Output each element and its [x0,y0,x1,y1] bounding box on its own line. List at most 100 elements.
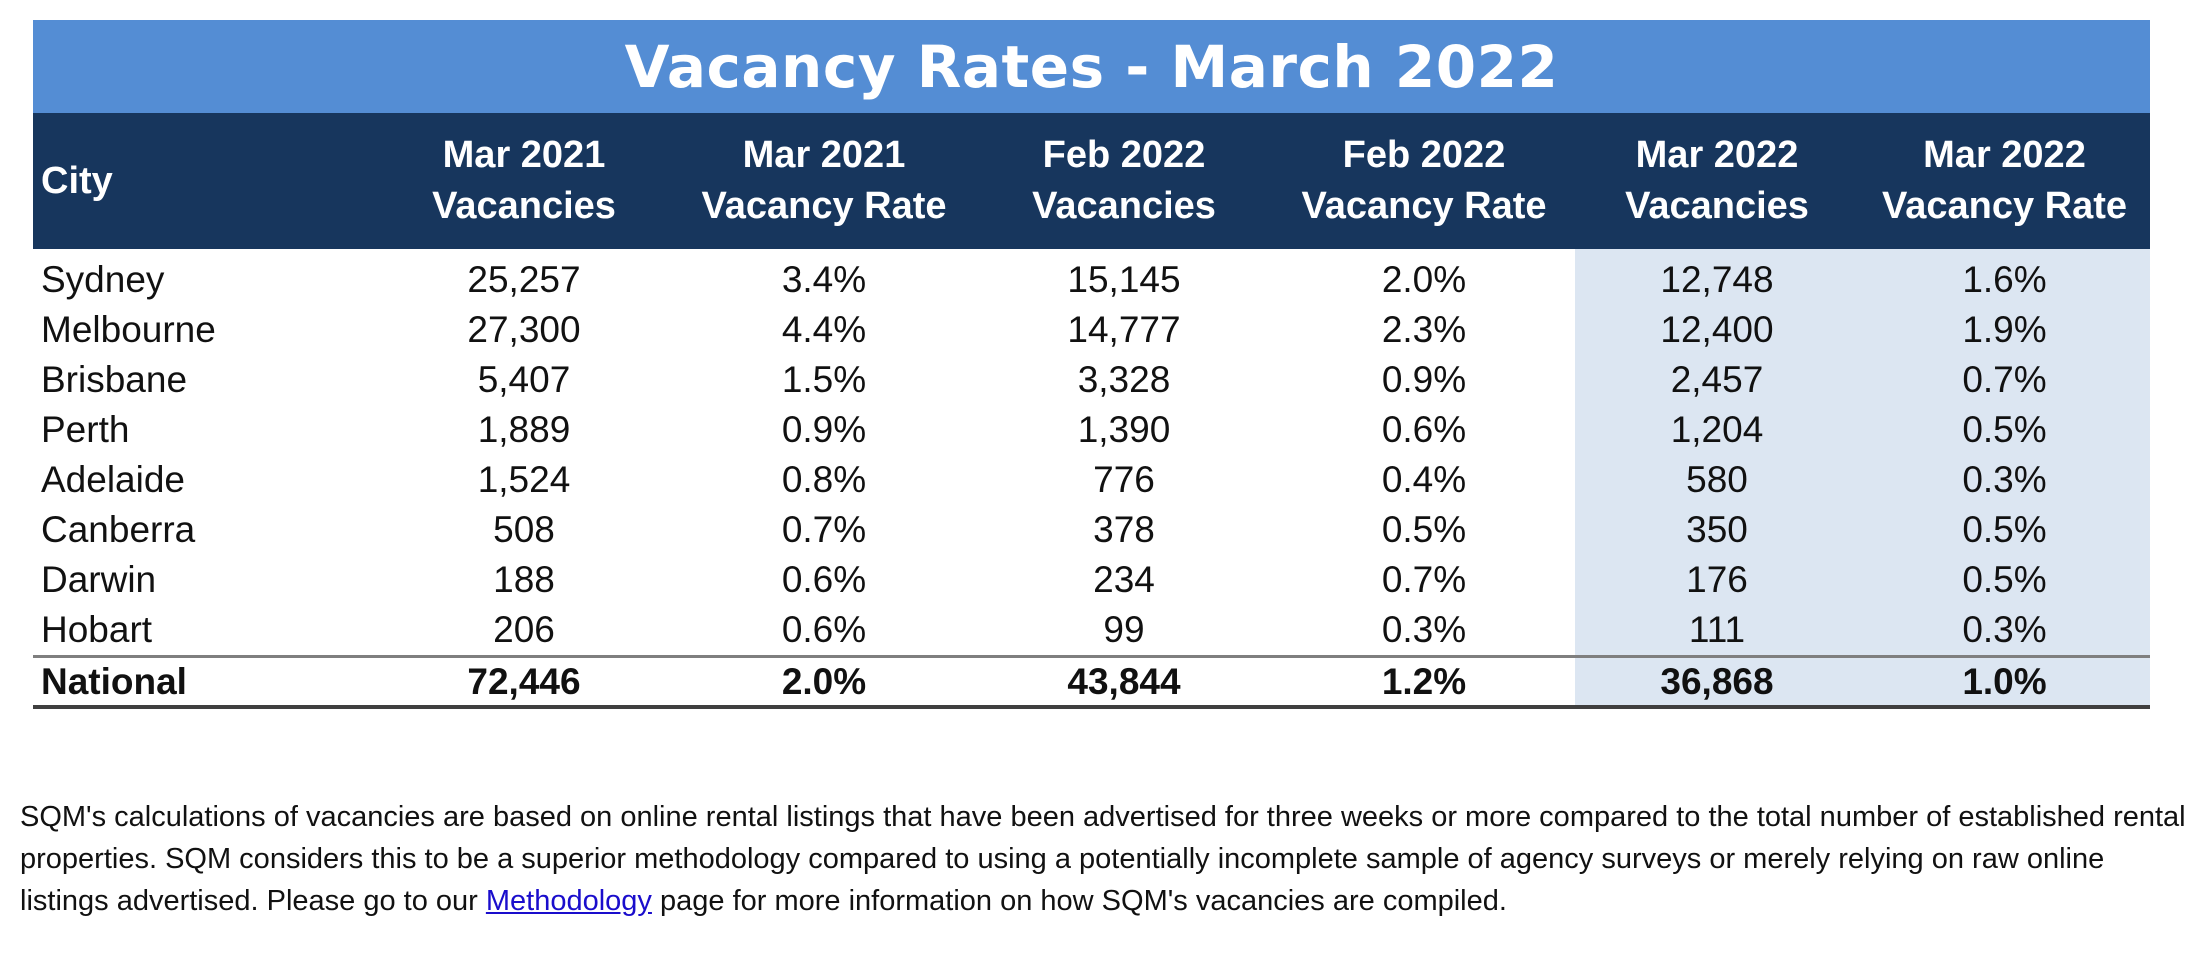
cell-mar2021-vacancies: 25,257 [467,259,581,300]
cell-total-mar2022-vacancies: 36,868 [1575,655,1859,709]
column-header-line: City [41,159,113,202]
table-row: Brisbane 5,407 1.5% 3,328 0.9% 2,457 0.7… [33,355,2150,405]
cell-feb2022-rate: 0.6% [1381,409,1467,450]
cell-mar2021-rate: 0.8% [781,459,867,500]
cell-city: Darwin [41,559,157,600]
cell-total-mar2021-rate: 2.0% [673,655,975,709]
cell-total-feb2022-rate: 1.2% [1273,655,1575,709]
table-row: Canberra 508 0.7% 378 0.5% 350 0.5% [33,505,2150,555]
cell-city: Adelaide [41,459,186,500]
column-header-line: Vacancies [432,185,616,227]
cell-mar2022-rate: 0.5% [1859,555,2150,605]
cell-mar2022-vacancies: 2,457 [1575,355,1859,405]
column-header-line: Vacancy Rate [1881,185,2128,227]
cell-mar2022-vacancies: 580 [1575,455,1859,505]
cell-city: Canberra [41,509,196,550]
column-header-line: Mar 2022 [1635,134,1799,176]
cell-mar2022-vacancies: 12,400 [1575,305,1859,355]
cell-feb2022-vacancies: 378 [1093,509,1155,550]
cell-mar2022-rate: 0.3% [1859,455,2150,505]
column-header-mar2022-vacancies: Mar 2022 Vacancies [1575,113,1859,249]
cell-mar2021-rate: 0.7% [781,509,867,550]
cell-mar2021-rate: 0.6% [781,559,867,600]
cell-mar2022-vacancies: 111 [1575,605,1859,657]
column-header-line: Vacancy Rate [1301,185,1547,227]
cell-total-mar2022-rate: 1.0% [1859,655,2150,709]
cell-mar2022-rate: 0.7% [1859,355,2150,405]
cell-mar2021-rate: 1.5% [781,359,867,400]
cell-feb2022-rate: 2.0% [1381,259,1467,300]
cell-feb2022-rate: 0.4% [1381,459,1467,500]
vacancy-rates-table: City Mar 2021 Vacancies Mar 2021 Vacancy R… [33,113,2150,709]
column-header-line: Mar 2022 [1923,134,2086,176]
cell-feb2022-rate: 0.9% [1381,359,1467,400]
table-row: Darwin 188 0.6% 234 0.7% 176 0.5% [33,555,2150,605]
cell-mar2022-vacancies: 12,748 [1575,249,1859,305]
table-row: Sydney 25,257 3.4% 15,145 2.0% 12,748 1.… [33,249,2150,305]
cell-feb2022-vacancies: 14,777 [1067,309,1181,350]
vacancy-table-container: Vacancy Rates - March 2022 City Mar 2021… [33,20,2150,709]
cell-feb2022-rate: 0.5% [1381,509,1467,550]
cell-city: Perth [41,409,130,450]
table-body: Sydney 25,257 3.4% 15,145 2.0% 12,748 1.… [33,249,2150,709]
methodology-footnote: SQM's calculations of vacancies are base… [20,796,2190,922]
column-header-line: Feb 2022 [1342,134,1506,176]
table-row: Hobart 206 0.6% 99 0.3% 111 0.3% [33,605,2150,657]
cell-mar2021-rate: 0.6% [781,609,867,650]
cell-city: Brisbane [41,359,188,400]
cell-mar2022-rate: 0.5% [1859,505,2150,555]
footnote-text-end: page for more information on how SQM's v… [651,885,1507,917]
cell-mar2022-rate: 1.6% [1859,249,2150,305]
cell-mar2021-vacancies: 206 [493,609,555,650]
cell-mar2022-rate: 0.5% [1859,405,2150,455]
cell-feb2022-vacancies: 99 [1103,609,1145,650]
cell-city: Melbourne [41,309,216,350]
cell-mar2021-rate: 3.4% [781,259,867,300]
cell-mar2022-rate: 1.9% [1859,305,2150,355]
cell-mar2022-vacancies: 176 [1575,555,1859,605]
cell-feb2022-rate: 2.3% [1381,309,1467,350]
methodology-link[interactable]: Methodology [485,885,652,917]
table-title: Vacancy Rates - March 2022 [33,20,2150,113]
cell-city-national: National [33,655,375,709]
cell-mar2021-rate: 4.4% [781,309,867,350]
cell-mar2021-rate: 0.9% [781,409,867,450]
cell-city: Hobart [41,609,153,650]
cell-feb2022-vacancies: 15,145 [1067,259,1181,300]
cell-total-mar2021-vacancies: 72,446 [375,655,673,709]
header-row: City Mar 2021 Vacancies Mar 2021 Vacancy R… [33,113,2150,249]
cell-feb2022-rate: 0.7% [1381,559,1467,600]
cell-mar2021-vacancies: 27,300 [467,309,581,350]
cell-mar2021-vacancies: 1,524 [477,459,571,500]
cell-mar2022-rate: 0.3% [1859,605,2150,657]
cell-feb2022-vacancies: 3,328 [1077,359,1171,400]
cell-feb2022-vacancies: 234 [1093,559,1155,600]
column-header-line: Mar 2021 [742,134,906,176]
column-header-line: Vacancy Rate [701,185,947,227]
column-header-line: Feb 2022 [1042,134,1206,176]
cell-city: Sydney [41,259,165,300]
cell-mar2021-vacancies: 5,407 [477,359,571,400]
cell-total-feb2022-vacancies: 43,844 [975,655,1273,709]
column-header-feb2022-rate: Feb 2022 Vacancy Rate [1273,113,1575,249]
cell-mar2022-vacancies: 1,204 [1575,405,1859,455]
total-row: National 72,446 2.0% 43,844 1.2% 36,868 … [33,655,2150,709]
cell-feb2022-vacancies: 1,390 [1077,409,1171,450]
column-header-city: City [33,113,375,249]
cell-feb2022-vacancies: 776 [1093,459,1155,500]
column-header-mar2022-rate: Mar 2022 Vacancy Rate [1859,113,2150,249]
column-header-mar2021-vacancies: Mar 2021 Vacancies [375,113,673,249]
cell-mar2021-vacancies: 1,889 [477,409,571,450]
table-row: Melbourne 27,300 4.4% 14,777 2.3% 12,400… [33,305,2150,355]
cell-mar2022-vacancies: 350 [1575,505,1859,555]
table-row: Perth 1,889 0.9% 1,390 0.6% 1,204 0.5% [33,405,2150,455]
column-header-line: Vacancies [1625,185,1809,227]
table-header: City Mar 2021 Vacancies Mar 2021 Vacancy R… [33,113,2150,249]
cell-feb2022-rate: 0.3% [1381,609,1467,650]
table-row: Adelaide 1,524 0.8% 776 0.4% 580 0.3% [33,455,2150,505]
column-header-line: Vacancies [1032,185,1216,227]
column-header-mar2021-rate: Mar 2021 Vacancy Rate [673,113,975,249]
column-header-feb2022-vacancies: Feb 2022 Vacancies [975,113,1273,249]
column-header-line: Mar 2021 [442,134,606,176]
footnote-text: SQM's calculations of vacancies are base… [20,801,2186,917]
